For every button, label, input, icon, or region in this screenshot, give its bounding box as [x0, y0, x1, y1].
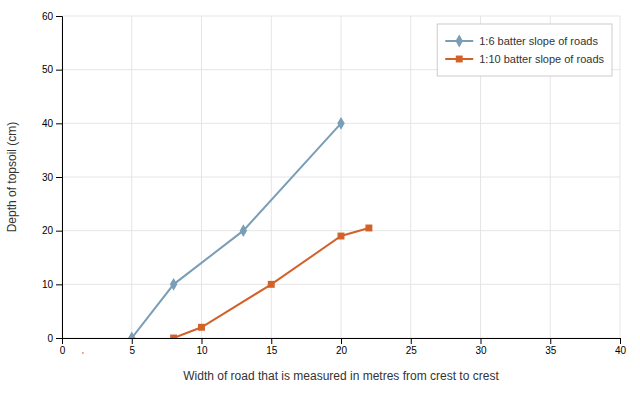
series-marker [365, 225, 372, 232]
y-tick: 30 [42, 172, 62, 183]
series-marker [240, 224, 247, 237]
x-tick-mark [271, 338, 272, 344]
legend-box [437, 24, 612, 76]
x-tick-label: 30 [475, 345, 487, 356]
y-tick-label: 20 [42, 225, 54, 236]
legend-item: 1:6 batter slope of roads [445, 35, 598, 48]
x-axis-line [63, 339, 621, 345]
y-axis-title: Depth of topsoil (cm) [5, 122, 19, 233]
y-tick-label: 60 [42, 11, 54, 22]
x-tick: 30 [475, 338, 487, 356]
x-tick: 40 [615, 338, 627, 356]
x-tick-mark [620, 338, 621, 344]
x-tick-label: 0 [60, 345, 66, 356]
x-axis-title: Width of road that is measured in metres… [183, 369, 499, 383]
legend-symbol [456, 56, 463, 63]
x-tick-label: 5 [129, 345, 135, 356]
grid-line-y [62, 284, 620, 285]
y-tick: 40 [42, 118, 62, 129]
series-line [174, 228, 369, 338]
x-tick-label: 40 [615, 345, 627, 356]
series-marker [128, 332, 135, 338]
x-tick-label: 20 [336, 345, 348, 356]
grid-line-y [62, 177, 620, 178]
series-marker [170, 335, 177, 338]
grid-line-y [62, 16, 620, 17]
x-axis: 0 5 10 15 20 25 30 35 40 [60, 338, 627, 356]
marks [128, 117, 372, 338]
x-tick: 10 [196, 338, 208, 356]
chart: 0 5 10 15 20 25 30 35 40 0 10 20 30 40 50 60 ' 1:6 batter… [0, 0, 640, 394]
x-tick-label: 10 [196, 345, 208, 356]
series-marker [337, 117, 344, 130]
y-tick-mark [56, 338, 62, 339]
y-tick-mark [56, 70, 62, 71]
grid-line-y [62, 230, 620, 231]
x-tick-mark [202, 338, 203, 344]
series-marker [338, 233, 345, 240]
y-tick: 20 [42, 225, 62, 236]
y-tick-mark [56, 16, 62, 17]
series-marker [170, 278, 177, 291]
series-marker [198, 324, 205, 331]
legend: 1:6 batter slope of roads 1:10 batter slo… [437, 24, 612, 76]
y-tick: 50 [42, 64, 62, 75]
y-axis-line [56, 17, 63, 339]
x-tick: 0 [60, 338, 66, 356]
y-tick-mark [56, 123, 62, 124]
x-tick: 20 [336, 338, 348, 356]
series-marker [268, 281, 275, 288]
x-tick: 15 [266, 338, 278, 356]
plot: 0 5 10 15 20 25 30 35 40 0 10 20 30 40 50 60 ' 1:6 batter… [42, 11, 627, 360]
y-tick-mark [56, 231, 62, 232]
y-tick-mark [56, 284, 62, 285]
x-tick: 25 [406, 338, 418, 356]
y-tick-label: 10 [42, 279, 54, 290]
x-tick-label: 25 [406, 345, 418, 356]
x-tick-mark [132, 338, 133, 344]
x-tick-label: 35 [545, 345, 557, 356]
legend-label: 1:6 batter slope of roads [479, 35, 598, 47]
x-tick-mark [411, 338, 412, 344]
annotation: ' [82, 350, 84, 360]
y-axis: 0 10 20 30 40 50 60 [42, 11, 63, 344]
x-tick-label: 15 [266, 345, 278, 356]
x-tick: 35 [545, 338, 557, 356]
y-tick-label: 30 [42, 172, 54, 183]
y-tick-label: 40 [42, 118, 54, 129]
grid [62, 16, 620, 338]
y-tick-label: 0 [47, 333, 53, 344]
x-tick-mark [550, 338, 551, 344]
x-tick-mark [481, 338, 482, 344]
y-tick: 0 [47, 333, 62, 344]
y-tick-mark [56, 177, 62, 178]
y-tick-label: 50 [42, 64, 54, 75]
x-tick: 5 [129, 338, 135, 356]
legend-symbol [456, 35, 463, 48]
legend-item: 1:10 batter slope of roads [445, 53, 604, 65]
y-tick: 10 [42, 279, 62, 290]
y-tick: 60 [42, 11, 62, 22]
legend-label: 1:10 batter slope of roads [479, 53, 604, 65]
x-tick-mark [341, 338, 342, 344]
